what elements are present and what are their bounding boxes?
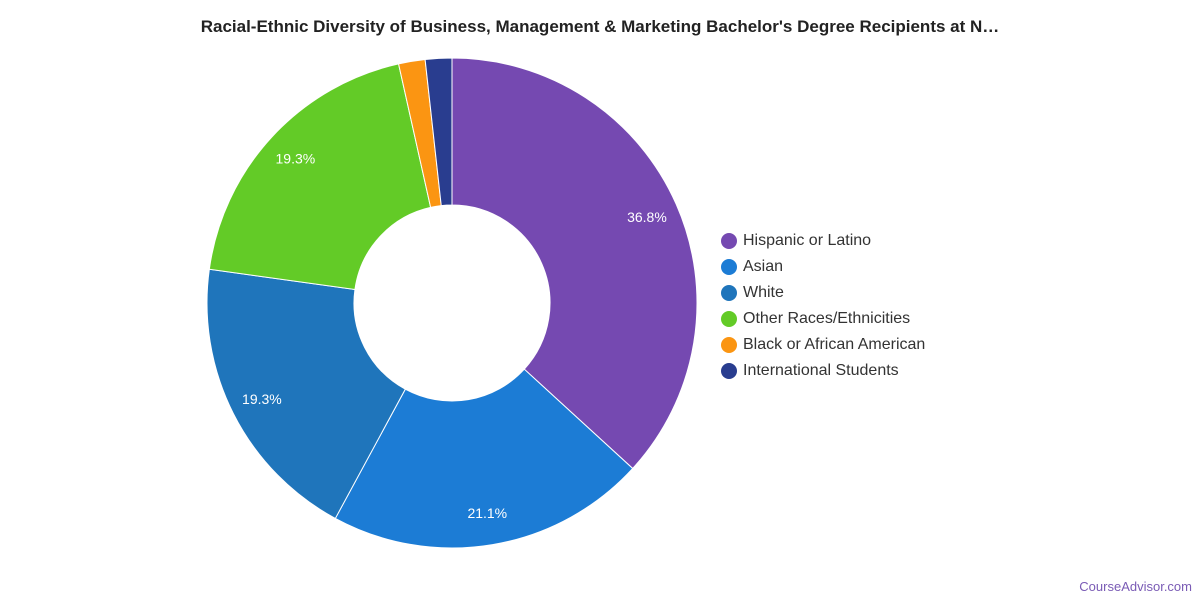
slice-international-students[interactable] xyxy=(424,57,453,207)
slice-value-label: 21.1% xyxy=(467,505,507,521)
watermark-link[interactable]: CourseAdvisor.com xyxy=(1079,579,1192,594)
legend-item-asian[interactable]: Asian xyxy=(721,254,925,280)
legend-label: White xyxy=(743,284,784,301)
legend-item-hispanic-or-latino[interactable]: Hispanic or Latino xyxy=(721,228,925,254)
slice-white[interactable] xyxy=(206,268,407,520)
legend-label: International Students xyxy=(743,362,899,379)
legend-item-other-races-ethnicities[interactable]: Other Races/Ethnicities xyxy=(721,306,925,332)
slice-value-label: 19.3% xyxy=(242,391,282,407)
legend-swatch-icon xyxy=(721,363,737,379)
slice-value-label: 36.8% xyxy=(627,209,667,225)
legend-item-international-students[interactable]: International Students xyxy=(721,358,925,384)
legend-item-white[interactable]: White xyxy=(721,280,925,306)
legend-item-black-or-african-american[interactable]: Black or African American xyxy=(721,332,925,358)
legend-swatch-icon xyxy=(721,259,737,275)
legend-label: Other Races/Ethnicities xyxy=(743,310,911,327)
chart-legend: Hispanic or Latino Asian White Other Rac… xyxy=(721,228,925,384)
slice-other-races-ethnicities[interactable] xyxy=(208,63,432,291)
legend-label: Hispanic or Latino xyxy=(743,232,872,249)
legend-swatch-icon xyxy=(721,311,737,327)
legend-swatch-icon xyxy=(721,233,737,249)
legend-label: Asian xyxy=(743,258,784,275)
legend-label: Black or African American xyxy=(743,336,926,353)
slice-value-label: 19.3% xyxy=(276,151,316,167)
slice-asian[interactable] xyxy=(334,368,634,549)
chart-title: Racial-Ethnic Diversity of Business, Man… xyxy=(200,17,1000,36)
slice-hispanic-or-latino[interactable] xyxy=(451,57,698,470)
legend-swatch-icon xyxy=(721,337,737,353)
legend-swatch-icon xyxy=(721,285,737,301)
